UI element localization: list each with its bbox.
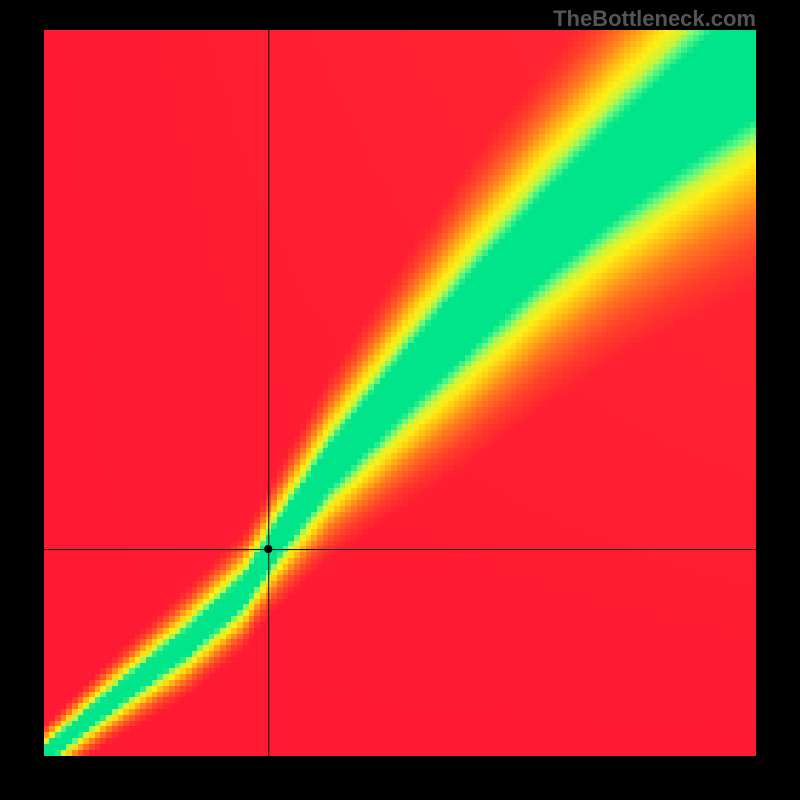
bottleneck-heatmap [44, 30, 756, 756]
watermark-text: TheBottleneck.com [553, 6, 756, 32]
chart-container: TheBottleneck.com [0, 0, 800, 800]
